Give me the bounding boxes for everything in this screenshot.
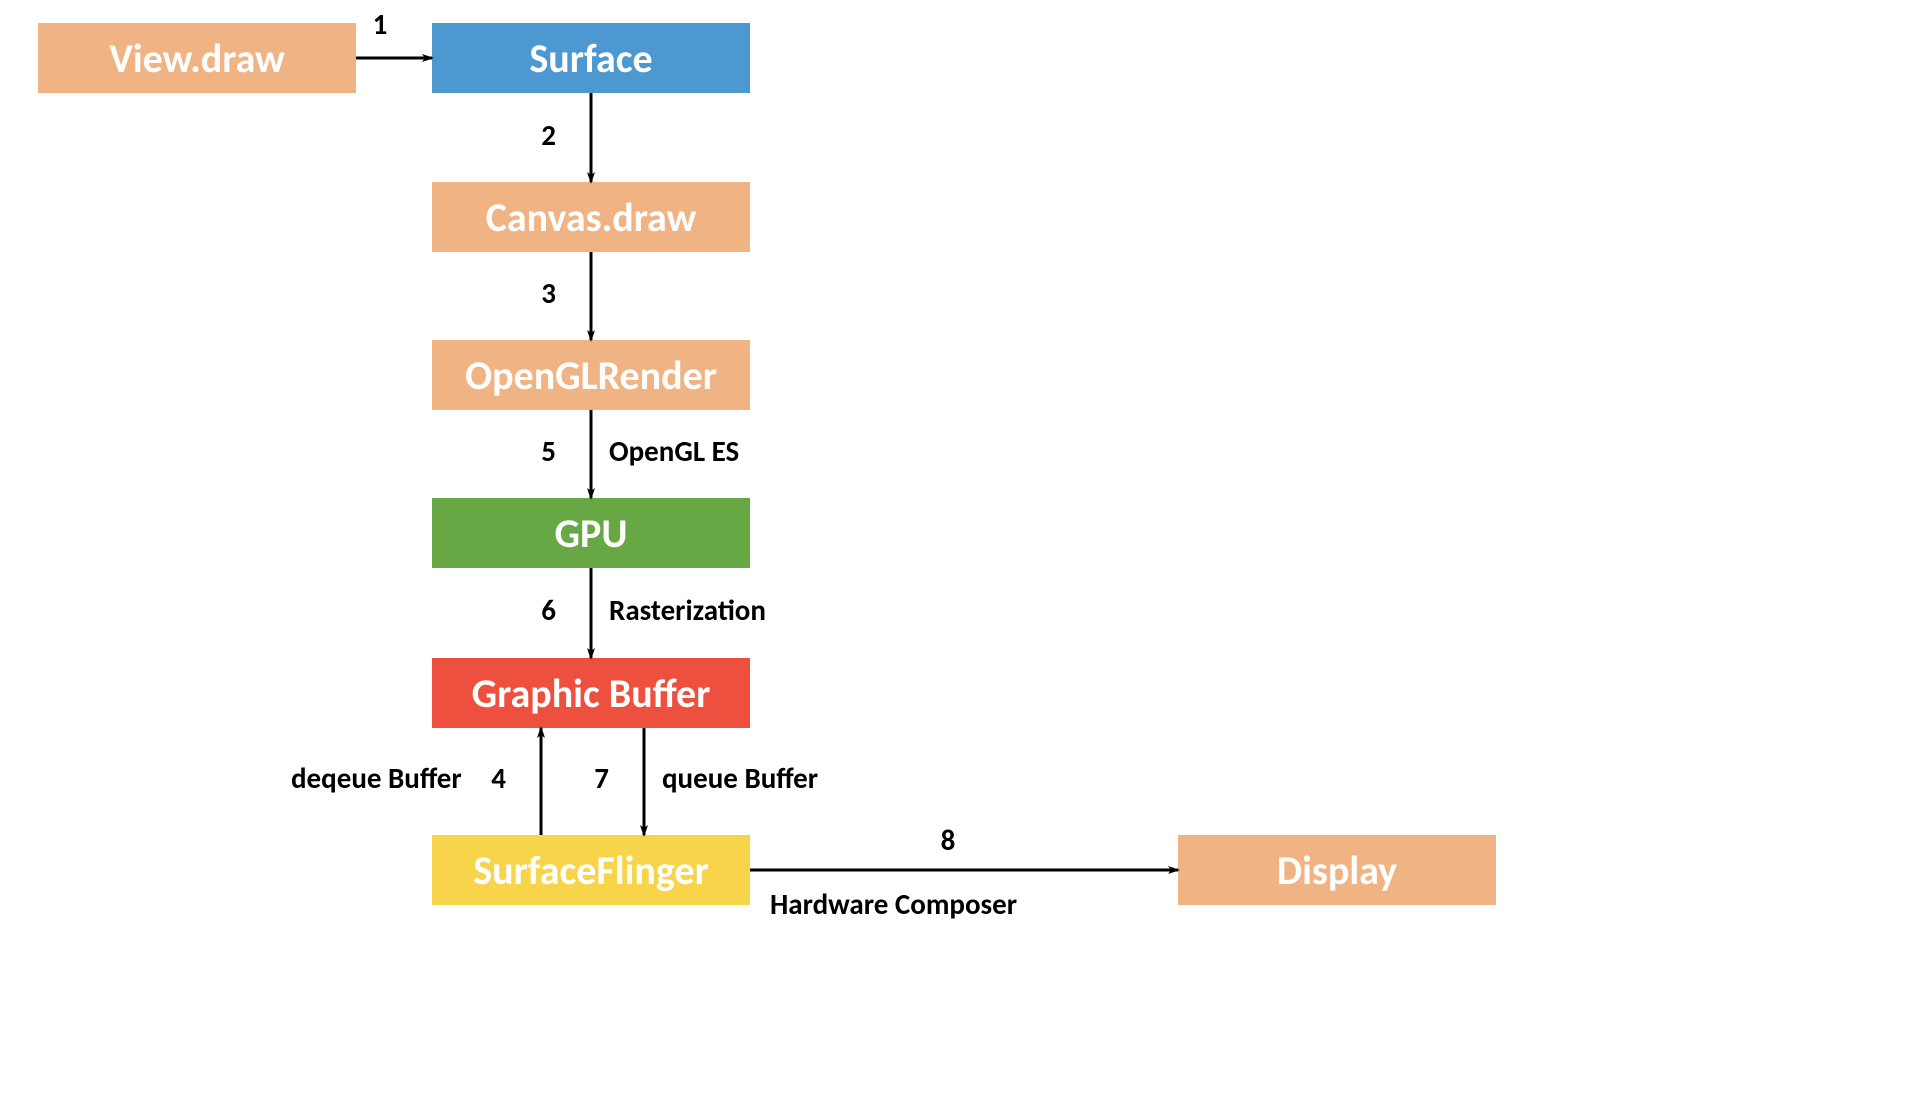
node-graphic-buffer: Graphic Buffer — [432, 658, 750, 728]
label-8n: 8 — [941, 822, 956, 858]
label-6n: 6 — [541, 592, 556, 628]
node-opengl-render: OpenGLRender — [432, 340, 750, 410]
label-1: 1 — [373, 6, 388, 42]
node-display: Display — [1178, 835, 1496, 905]
node-surface: Surface — [432, 23, 750, 93]
label-5t: OpenGL ES — [609, 433, 739, 469]
arrows-layer — [0, 0, 1920, 1096]
label-8t: Hardware Composer — [770, 886, 1017, 922]
label-6t: Rasterization — [609, 592, 766, 628]
label-7n: 7 — [594, 760, 609, 796]
label-7t: queue Buffer — [662, 760, 818, 796]
label-3: 3 — [541, 275, 556, 311]
label-4t: deqeue Buffer — [291, 760, 462, 796]
label-5n: 5 — [541, 433, 556, 469]
node-canvas-draw: Canvas.draw — [432, 182, 750, 252]
node-surfaceflinger: SurfaceFlinger — [432, 835, 750, 905]
label-2: 2 — [541, 117, 556, 153]
diagram-canvas: View.draw Surface Canvas.draw OpenGLRend… — [0, 0, 1920, 1096]
node-view-draw: View.draw — [38, 23, 356, 93]
label-4n: 4 — [491, 760, 506, 796]
node-gpu: GPU — [432, 498, 750, 568]
